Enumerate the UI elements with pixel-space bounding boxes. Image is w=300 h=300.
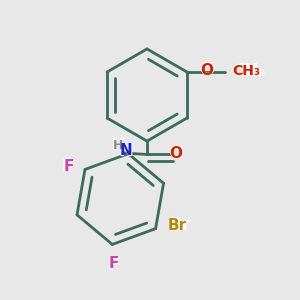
Text: Br: Br	[168, 218, 187, 232]
Text: F: F	[109, 256, 119, 271]
Text: F: F	[61, 158, 74, 175]
Text: H: H	[112, 138, 124, 153]
Text: O: O	[201, 63, 214, 78]
Text: H: H	[113, 139, 123, 152]
Text: O: O	[169, 146, 182, 161]
Text: F: F	[108, 256, 120, 274]
Text: N: N	[119, 143, 132, 158]
Text: O: O	[168, 144, 184, 162]
Text: F: F	[63, 159, 74, 174]
Text: O: O	[200, 61, 215, 80]
Text: CH₃: CH₃	[232, 64, 260, 78]
Text: Br: Br	[168, 216, 190, 234]
Text: CH₃: CH₃	[232, 62, 265, 80]
Text: N: N	[118, 142, 133, 160]
